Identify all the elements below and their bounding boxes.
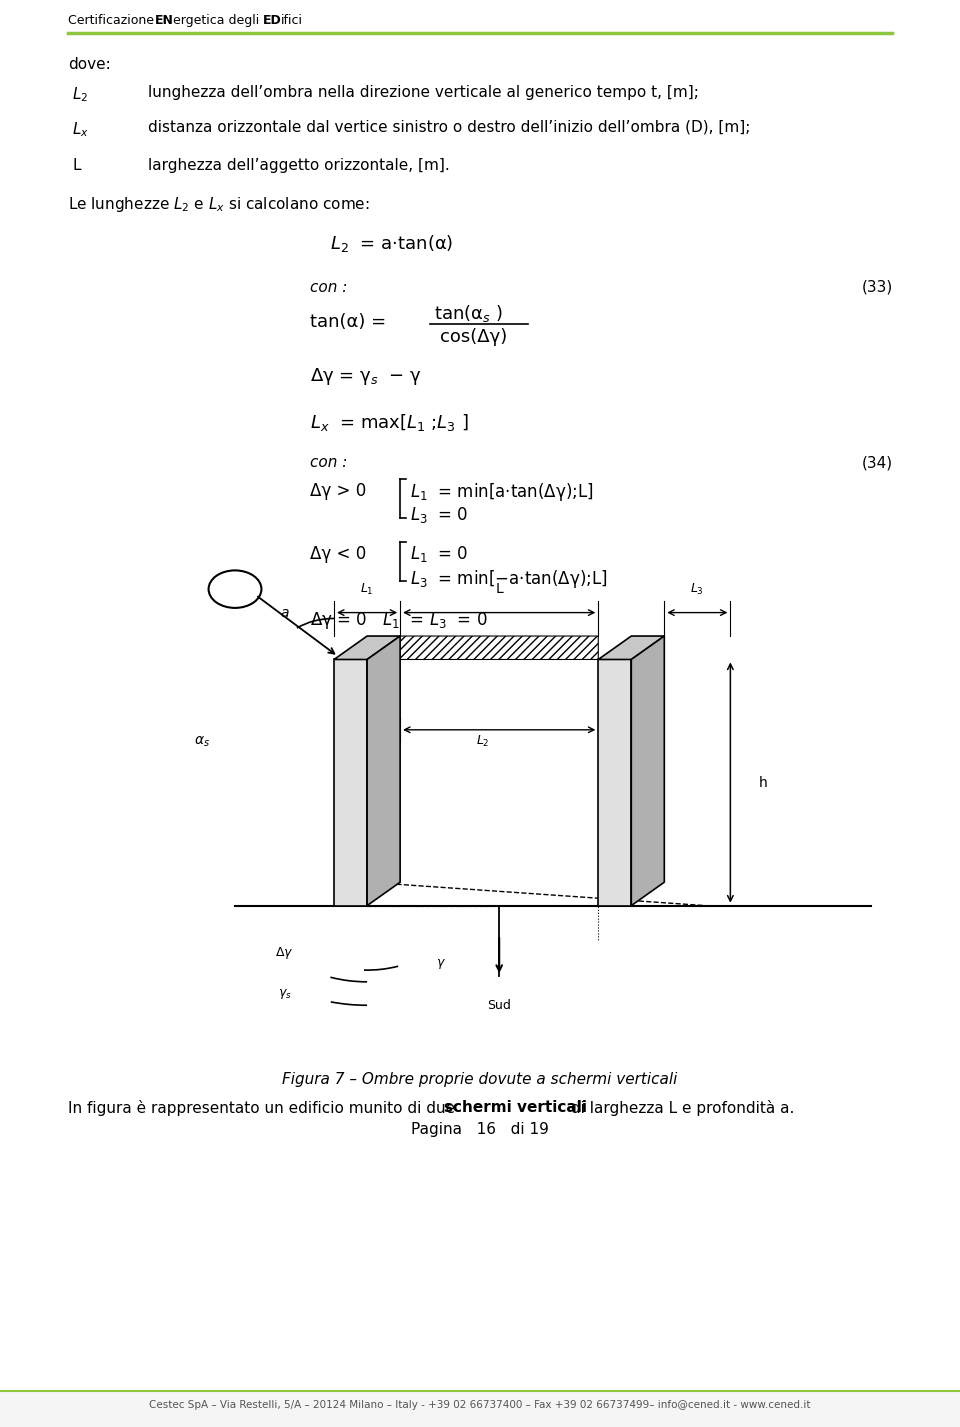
Text: $\gamma$: $\gamma$ [437,958,446,972]
Text: Sud: Sud [488,999,511,1012]
Circle shape [208,571,261,608]
Text: $L_3$  = min[−a·tan(Δγ);L]: $L_3$ = min[−a·tan(Δγ);L] [410,568,608,589]
Text: D: D [345,769,356,783]
Text: schermi verticali: schermi verticali [444,1100,587,1114]
Text: lunghezza dell’ombra nella direzione verticale al generico tempo t, [m];: lunghezza dell’ombra nella direzione ver… [148,86,699,100]
Text: S: S [611,769,619,783]
Text: $L_3$  = 0: $L_3$ = 0 [410,505,468,525]
Polygon shape [367,636,400,906]
Text: larghezza dell’aggetto orizzontale, [m].: larghezza dell’aggetto orizzontale, [m]. [148,158,449,173]
Text: Certificazione: Certificazione [68,14,158,27]
Text: $\Delta\gamma$: $\Delta\gamma$ [276,945,294,960]
Polygon shape [598,636,664,659]
Text: $L_x$: $L_x$ [72,120,89,138]
Text: $L_3$: $L_3$ [690,582,705,596]
Text: distanza orizzontale dal vertice sinistro o destro dell’inizio dell’ombra (D), [: distanza orizzontale dal vertice sinistr… [148,120,751,136]
Text: L: L [72,158,81,173]
Text: cos(Δγ): cos(Δγ) [440,328,507,345]
Text: Δγ > 0: Δγ > 0 [310,482,367,499]
Text: Δγ < 0: Δγ < 0 [310,545,367,564]
Text: ifici: ifici [281,14,303,27]
Text: $L_2$: $L_2$ [476,733,490,749]
Text: L: L [495,582,503,596]
Text: Δγ = 0   $L_1$  = $L_3$  = 0: Δγ = 0 $L_1$ = $L_3$ = 0 [310,609,488,631]
Polygon shape [632,636,664,906]
Text: con :: con : [310,280,348,295]
Text: In figura è rappresentato un edificio munito di due: In figura è rappresentato un edificio mu… [68,1100,460,1116]
Text: a: a [280,605,289,619]
Text: h: h [759,775,768,789]
Bar [0,1391,960,1427]
Text: Figura 7 – Ombre proprie dovute a schermi verticali: Figura 7 – Ombre proprie dovute a scherm… [282,1072,678,1087]
Text: Cestec SpA – Via Restelli, 5/A – 20124 Milano – Italy - +39 02 66737400 – Fax +3: Cestec SpA – Via Restelli, 5/A – 20124 M… [149,1400,811,1410]
Text: tan(α) =: tan(α) = [310,313,386,331]
Polygon shape [334,636,400,659]
Text: (34): (34) [862,455,893,469]
Text: ergetica degli: ergetica degli [173,14,263,27]
Text: $L_2$: $L_2$ [72,86,88,104]
Text: $L_2$  = a·tan(α): $L_2$ = a·tan(α) [330,233,453,254]
Polygon shape [598,659,632,906]
Text: $L_1$  = 0: $L_1$ = 0 [410,544,468,564]
Text: Δγ = γ$_s$  − γ: Δγ = γ$_s$ − γ [310,365,421,387]
Text: $L_1$: $L_1$ [360,582,374,596]
Text: $\alpha_s$: $\alpha_s$ [194,735,210,749]
Text: di larghezza L e profondità a.: di larghezza L e profondità a. [566,1100,794,1116]
Text: EN: EN [155,14,174,27]
Text: ED: ED [263,14,281,27]
Polygon shape [334,659,367,906]
Text: Le lunghezze $L_2$ e $L_x$ si calcolano come:: Le lunghezze $L_2$ e $L_x$ si calcolano … [68,195,370,214]
Text: con :: con : [310,455,348,469]
Text: $\gamma_s$: $\gamma_s$ [277,986,292,1000]
Text: tan(α$_s$ ): tan(α$_s$ ) [434,303,503,324]
Text: (33): (33) [862,280,893,295]
Text: dove:: dove: [68,57,110,71]
Text: $L_1$  = min[a·tan(Δγ);L]: $L_1$ = min[a·tan(Δγ);L] [410,481,593,502]
Text: Pagina   16   di 19: Pagina 16 di 19 [411,1122,549,1137]
Text: $L_x$  = max[$L_1$ ;$L_3$ ]: $L_x$ = max[$L_1$ ;$L_3$ ] [310,412,468,432]
